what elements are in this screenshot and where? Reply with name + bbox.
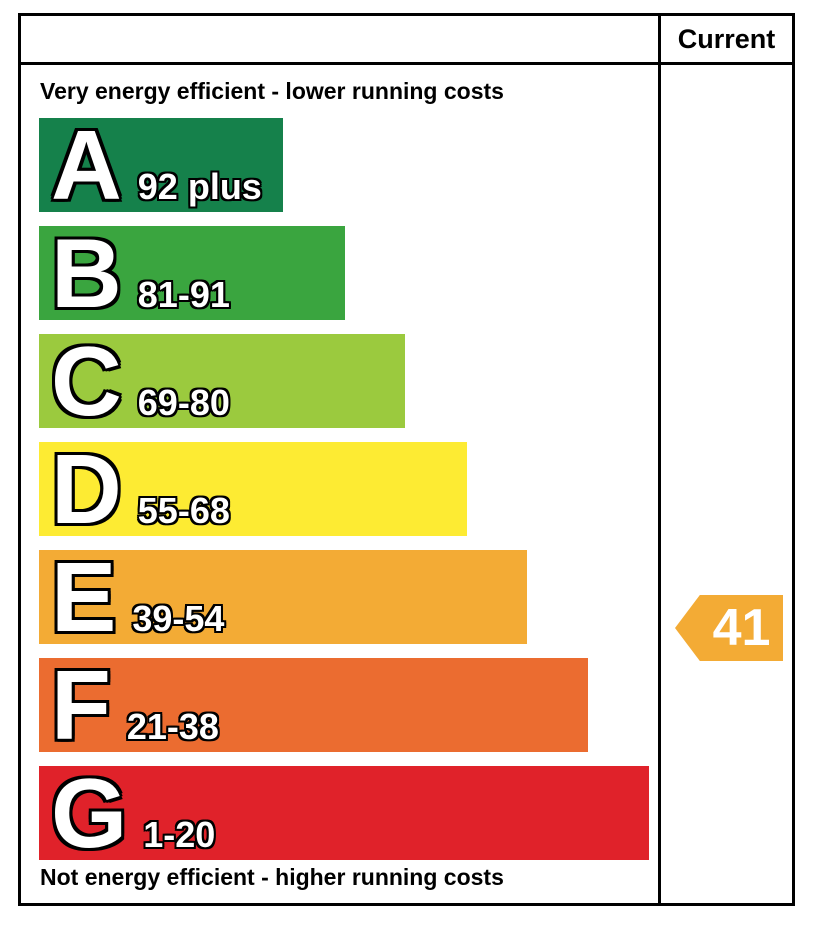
band-range-a: 92 plus <box>137 166 262 207</box>
band-row-c: C 69-80 <box>39 332 405 430</box>
band-letter-d: D <box>51 434 122 544</box>
band-letter-f: F <box>51 650 111 760</box>
current-rating-arrow: 41 <box>675 595 783 661</box>
band-row-f: F 21-38 <box>39 656 588 754</box>
band-range-d: 55-68 <box>137 490 230 531</box>
band-row-a: A 92 plus <box>39 116 283 214</box>
band-row-g: G 1-20 <box>39 764 649 862</box>
current-rating-value: 41 <box>712 599 771 657</box>
bottom-efficiency-label: Not energy efficient - higher running co… <box>40 864 504 890</box>
band-letter-c: C <box>51 326 122 436</box>
band-letter-e: E <box>51 542 117 652</box>
header-row-separator <box>18 62 795 65</box>
band-letter-b: B <box>51 218 122 328</box>
top-efficiency-label: Very energy efficient - lower running co… <box>40 78 504 104</box>
current-column-divider <box>658 13 661 906</box>
band-range-g: 1-20 <box>143 814 216 855</box>
band-range-b: 81-91 <box>137 274 230 315</box>
band-range-e: 39-54 <box>132 598 225 639</box>
band-range-f: 21-38 <box>126 706 219 747</box>
band-letter-g: G <box>51 758 128 868</box>
band-range-c: 69-80 <box>137 382 230 423</box>
current-column-header: Current <box>677 23 776 54</box>
band-letter-a: A <box>51 110 122 220</box>
band-row-e: E 39-54 <box>39 548 527 646</box>
band-row-b: B 81-91 <box>39 224 345 322</box>
band-row-d: D 55-68 <box>39 440 467 538</box>
